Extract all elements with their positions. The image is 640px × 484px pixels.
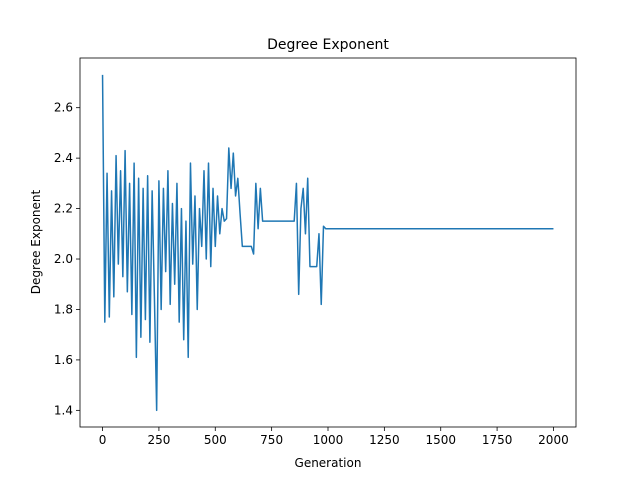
y-tick-label: 1.6 <box>54 353 73 367</box>
x-tick-label: 750 <box>260 433 283 447</box>
y-tick-label: 1.8 <box>54 302 73 316</box>
plot-frame <box>79 57 577 428</box>
y-tick-label: 1.4 <box>54 403 73 417</box>
x-tick-label: 0 <box>99 433 107 447</box>
y-axis-label: Degree Exponent <box>29 189 43 294</box>
x-tick-label: 1750 <box>482 433 513 447</box>
x-tick-label: 1500 <box>425 433 456 447</box>
y-tick-label: 2.4 <box>54 151 73 165</box>
x-tick-label: 250 <box>147 433 170 447</box>
y-tick-label: 2.6 <box>54 101 73 115</box>
data-line <box>101 74 554 412</box>
y-tick-label: 2.0 <box>54 252 73 266</box>
y-tick-label: 2.2 <box>54 202 73 216</box>
chart-title: Degree Exponent <box>267 37 389 53</box>
x-tick-label: 500 <box>204 433 227 447</box>
x-tick-label: 1000 <box>313 433 344 447</box>
x-tick-label: 1250 <box>369 433 400 447</box>
x-tick-label: 2000 <box>538 433 569 447</box>
x-axis-label: Generation <box>295 456 362 470</box>
